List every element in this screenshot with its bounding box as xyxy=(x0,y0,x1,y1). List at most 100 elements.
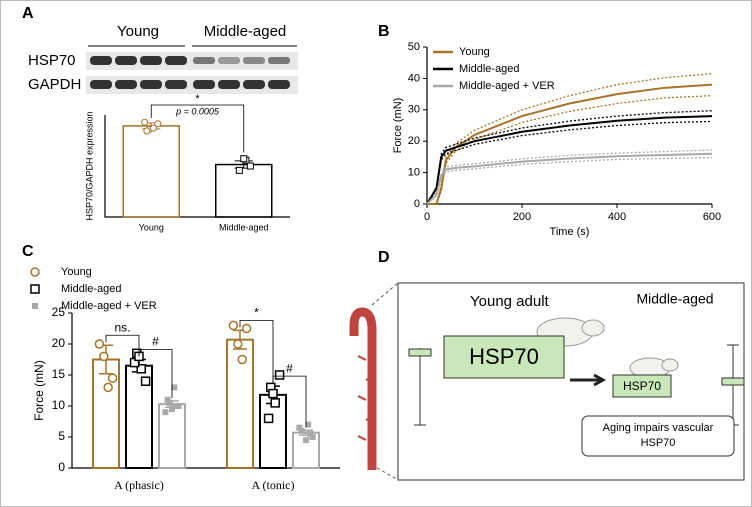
legend-label: Young xyxy=(61,266,92,278)
data-point xyxy=(107,373,118,383)
bracket xyxy=(272,375,307,428)
y-tick-label: 10 xyxy=(408,167,420,179)
data-point xyxy=(303,437,309,444)
hsp-box xyxy=(443,335,565,379)
hsp-box xyxy=(612,374,672,398)
x-tick-label: A (tonic) xyxy=(252,478,295,492)
sem-line xyxy=(427,73,713,205)
x-tick-label: 600 xyxy=(703,211,721,223)
data-point xyxy=(246,162,254,170)
y-tick-label: 20 xyxy=(408,135,420,147)
annotation: * xyxy=(254,306,259,320)
annotation: p = 0.0005 xyxy=(175,106,220,116)
blot-group: Young xyxy=(117,23,159,40)
y-tick-label: 25 xyxy=(52,305,66,319)
bracket xyxy=(150,104,245,153)
data-point xyxy=(263,413,274,424)
blot-row: HSP70 xyxy=(28,52,76,69)
annotation: * xyxy=(195,93,200,105)
diagram-text: Young adult xyxy=(470,293,550,310)
sem-line xyxy=(427,95,713,205)
bar xyxy=(215,163,273,218)
line xyxy=(426,115,713,205)
data-point xyxy=(307,430,314,437)
x-tick-label: A (phasic) xyxy=(114,478,164,492)
bracket xyxy=(105,334,140,357)
x-tick-label: Middle-aged xyxy=(219,222,269,232)
boxplot-icon xyxy=(408,344,745,426)
y-tick-label: 20 xyxy=(52,336,66,350)
y-axis-label: HSP70/GAPDH expression xyxy=(84,111,94,220)
line xyxy=(426,152,713,205)
data-point xyxy=(149,124,157,132)
line xyxy=(427,83,713,205)
data-point xyxy=(241,323,252,334)
y-tick-label: 50 xyxy=(408,41,420,53)
data-point xyxy=(305,421,312,428)
x-axis-label: Time (s) xyxy=(550,226,590,238)
diagram-text: HSP70 xyxy=(623,379,661,393)
artery-branches xyxy=(357,355,375,441)
data-point xyxy=(268,388,278,399)
x-tick-label: 200 xyxy=(513,211,531,223)
rat xyxy=(629,357,679,379)
y-tick-label: 0 xyxy=(414,198,420,210)
panel-label: A xyxy=(22,5,34,22)
zoom-line xyxy=(371,464,399,481)
y-tick-label: 0 xyxy=(58,460,65,474)
legend-swatch xyxy=(30,284,40,294)
arrow xyxy=(570,373,607,387)
x-tick-label: 0 xyxy=(424,211,430,223)
blot-row: GAPDH xyxy=(28,76,81,93)
axis xyxy=(104,115,290,218)
y-tick-label: 5 xyxy=(58,429,65,443)
y-axis-label: Force (mN) xyxy=(32,360,46,421)
sem-line xyxy=(426,156,713,205)
data-point xyxy=(164,396,171,403)
note-box xyxy=(581,415,735,457)
data-point xyxy=(166,399,173,406)
data-point xyxy=(233,339,243,349)
data-point xyxy=(171,384,178,391)
legend-label: Middle-aged + VER xyxy=(459,80,555,92)
data-point xyxy=(154,120,162,128)
data-point xyxy=(237,354,247,365)
y-axis-label: Force (mN) xyxy=(392,98,404,154)
panel-label: B xyxy=(378,23,390,40)
data-point xyxy=(298,427,305,434)
y-tick-label: 30 xyxy=(408,104,420,116)
note-text: Aging impairs vascular HSP70 xyxy=(602,422,714,449)
data-point xyxy=(240,155,248,163)
legend-swatch xyxy=(32,303,38,309)
blot-group: Middle-aged xyxy=(204,23,287,40)
legend-label: Middle-aged xyxy=(61,283,122,295)
annotation: # xyxy=(152,335,159,349)
data-point xyxy=(99,351,109,362)
data-point xyxy=(309,434,316,440)
y-tick-label: 40 xyxy=(408,72,420,84)
x-tick-label: 400 xyxy=(608,211,626,223)
data-point xyxy=(143,127,151,135)
bar xyxy=(122,125,180,218)
panel-label: C xyxy=(22,243,34,260)
y-tick-label: 10 xyxy=(52,398,66,412)
note: Aging impairs vascular HSP70 xyxy=(602,422,714,449)
sem-line xyxy=(426,120,713,205)
axis xyxy=(71,313,340,469)
legend-label: Young xyxy=(459,46,490,58)
data-point xyxy=(162,409,169,416)
data-point xyxy=(228,320,239,331)
blot-strip xyxy=(86,76,298,94)
annotation: ns. xyxy=(114,320,130,334)
data-point xyxy=(141,118,149,126)
diagram-text: HSP70 xyxy=(469,344,539,369)
data-point xyxy=(270,398,280,408)
bracket xyxy=(239,319,274,384)
data-point xyxy=(169,406,175,413)
legend-swatch xyxy=(30,267,40,277)
annotation: # xyxy=(286,361,293,375)
data-point xyxy=(296,424,303,431)
blot-strip xyxy=(86,52,298,70)
data-point xyxy=(94,339,105,349)
